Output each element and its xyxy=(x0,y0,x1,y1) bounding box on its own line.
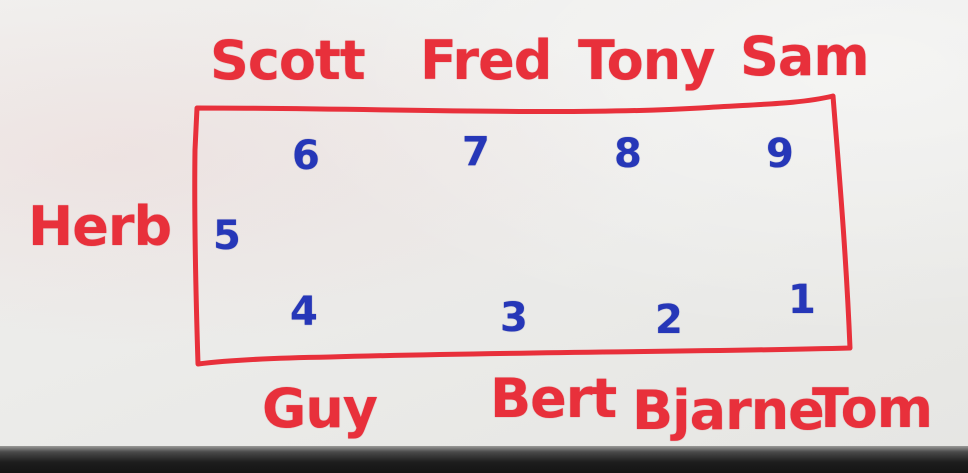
seat-number-7: 7 xyxy=(462,129,490,175)
seat-number-3: 3 xyxy=(500,295,528,341)
seat-number-9: 9 xyxy=(766,131,794,177)
name-label-tony: Tony xyxy=(578,29,715,92)
seat-number-2: 2 xyxy=(655,297,683,343)
name-label-bjarne: Bjarne xyxy=(632,379,825,442)
table-rectangle-outline xyxy=(192,93,853,367)
whiteboard-tray xyxy=(0,446,968,473)
seat-number-5: 5 xyxy=(213,213,241,259)
name-label-guy: Guy xyxy=(262,377,378,440)
seat-number-1: 1 xyxy=(788,277,816,323)
name-label-herb: Herb xyxy=(28,195,172,258)
seat-number-8: 8 xyxy=(614,131,642,177)
seat-number-6: 6 xyxy=(292,133,320,179)
name-label-bert: Bert xyxy=(490,367,617,430)
name-label-scott: Scott xyxy=(210,29,366,92)
name-label-fred: Fred xyxy=(420,29,552,92)
whiteboard: Scott Fred Tony Sam Herb Guy Bert Bjarne… xyxy=(0,0,968,452)
name-label-tom: Tom xyxy=(812,377,933,440)
seat-number-4: 4 xyxy=(290,289,318,335)
name-label-sam: Sam xyxy=(740,25,870,88)
